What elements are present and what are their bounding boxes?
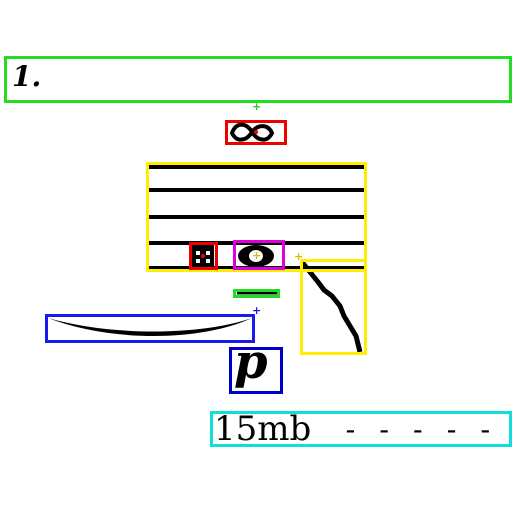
sharp-box: [189, 242, 218, 270]
whole-notehead-icon: [238, 245, 274, 267]
measure-label: 15mb: [214, 409, 312, 449]
slur-box: [45, 314, 255, 343]
notehead-marker: +: [252, 249, 262, 262]
slur-icon: [48, 318, 252, 336]
dynamic-box: [229, 347, 283, 394]
stem-icon: [300, 260, 363, 353]
stem-marker: +: [294, 250, 304, 263]
measure-number: 1.: [12, 60, 42, 93]
ornament-box: [225, 120, 287, 145]
tie-box: [233, 289, 280, 298]
measure-dashes: - - - - -: [342, 413, 494, 446]
text-box: [210, 411, 512, 447]
slur-marker: +: [252, 304, 262, 317]
staff-box: [146, 162, 367, 272]
measure-marker: +: [252, 100, 262, 113]
stem-box: [300, 259, 367, 355]
turn-ornament-icon: [229, 122, 275, 142]
notehead-box: [233, 240, 285, 270]
dynamic-mark: p: [234, 334, 268, 390]
sharp-accidental-icon: [192, 245, 214, 267]
measure-number-box: [4, 56, 512, 103]
